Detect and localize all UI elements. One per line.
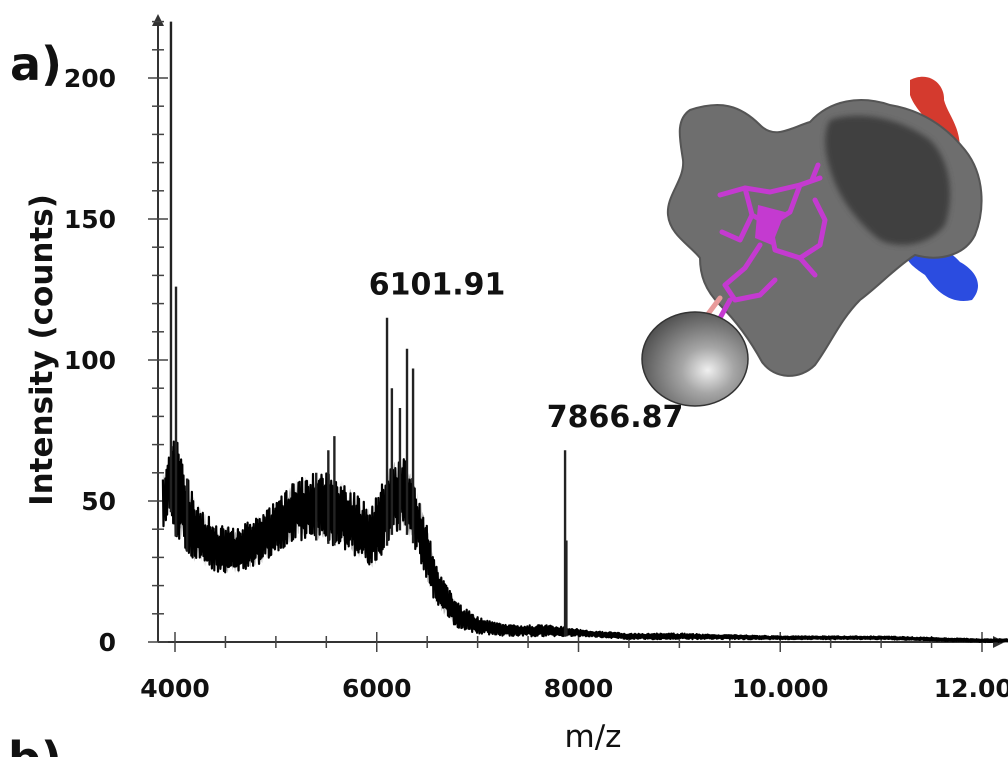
- x-tick-label: 6000: [342, 674, 412, 703]
- x-axis-title: m/z: [565, 719, 622, 755]
- protein-shadow: [825, 115, 950, 245]
- y-axis-title: Intensity (counts): [24, 194, 60, 506]
- y-tick-label: 150: [64, 205, 116, 234]
- spectrum-series: [161, 21, 1008, 644]
- peak-label: 7866.87: [547, 400, 684, 435]
- molecule-inset: [641, 76, 983, 407]
- bead-sphere: [641, 311, 749, 407]
- blue-strand: [905, 245, 979, 301]
- peak-annotations: 6101.91 7866.87: [369, 268, 684, 436]
- y-tick-label: 50: [81, 487, 116, 516]
- ligand-sheet: [755, 205, 785, 245]
- x-tick-label: 12.000: [934, 674, 1008, 703]
- panel-label-a: a): [10, 37, 62, 91]
- x-tick-label: 8000: [544, 674, 614, 703]
- x-tick-label: 4000: [140, 674, 210, 703]
- y-axis-arrow: [152, 14, 164, 26]
- series-trace: [161, 440, 1008, 644]
- ligand: [717, 162, 828, 321]
- series-envelope-shadow: [162, 435, 1008, 642]
- y-tick-label: 200: [64, 64, 116, 93]
- x-tick-label: 10.000: [732, 674, 828, 703]
- ticks: 0 50 100 150 200 4000 6000 8000 10.000 12.000: [64, 20, 1008, 703]
- y-tick-label: 100: [64, 346, 116, 375]
- peak-label: 6101.91: [369, 268, 506, 303]
- y-tick-label: 0: [99, 628, 116, 657]
- panel-label-b: b): [8, 732, 62, 757]
